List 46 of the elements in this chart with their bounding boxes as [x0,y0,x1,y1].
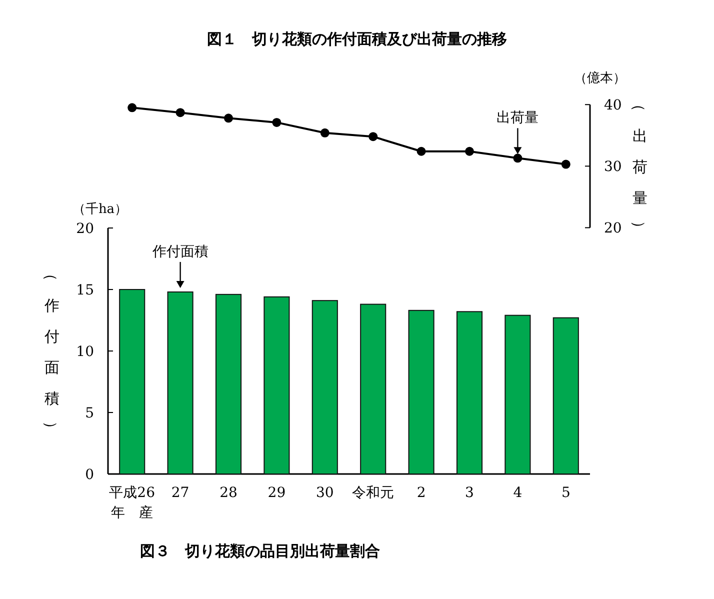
y-tick-label: 30 [604,159,622,176]
bar [456,311,483,474]
point [224,114,233,123]
caption: 図３ 切り花類の品目別出荷量割合 [140,542,380,560]
text: （億本） [574,71,626,86]
y-axis-title: （出荷量） [630,96,648,236]
x-tick-label: 27 [171,485,190,501]
x-tick-label: 30 [316,485,334,501]
bar [408,310,434,474]
bar [552,317,579,474]
y-tick-label: 10 [76,344,94,360]
y-tick-label: 15 [76,282,94,298]
bar [312,300,338,474]
annotation: 出荷量 [496,110,539,126]
y-tick-label: 5 [85,406,94,422]
y-tick-label: 20 [76,221,94,237]
x-tick-label: 2 [416,485,426,501]
annotation: 作付面積 [151,244,208,260]
point [128,103,137,112]
point [416,146,426,156]
bar [167,291,194,474]
point [272,118,282,127]
bar [119,289,146,474]
x-tick-label: 5 [561,485,570,501]
x-tick-label: 平成26 年 産 [109,485,156,521]
bar [264,296,290,474]
point [513,154,522,163]
point [320,128,330,138]
annotation: （千ha） [72,202,128,217]
x-tick-label: 4 [513,485,522,501]
bar [360,304,386,474]
point [368,132,378,142]
y-tick-label: 0 [85,467,94,483]
y-tick-label: 20 [604,220,622,237]
point [176,108,185,118]
x-tick-label: 29 [268,485,286,501]
x-tick-label: 28 [220,485,238,501]
y-axis-title: （作付面積） [42,266,60,436]
point [561,160,570,169]
bar [504,314,531,474]
x-tick-label: 令和元 [352,485,394,501]
chart-title: 図１ 切り花類の作付面積及び出荷量の推移 [207,30,507,48]
x-tick-label: 3 [465,485,474,501]
point [465,146,474,156]
bar [215,294,242,474]
y-tick-label: 40 [604,98,622,114]
